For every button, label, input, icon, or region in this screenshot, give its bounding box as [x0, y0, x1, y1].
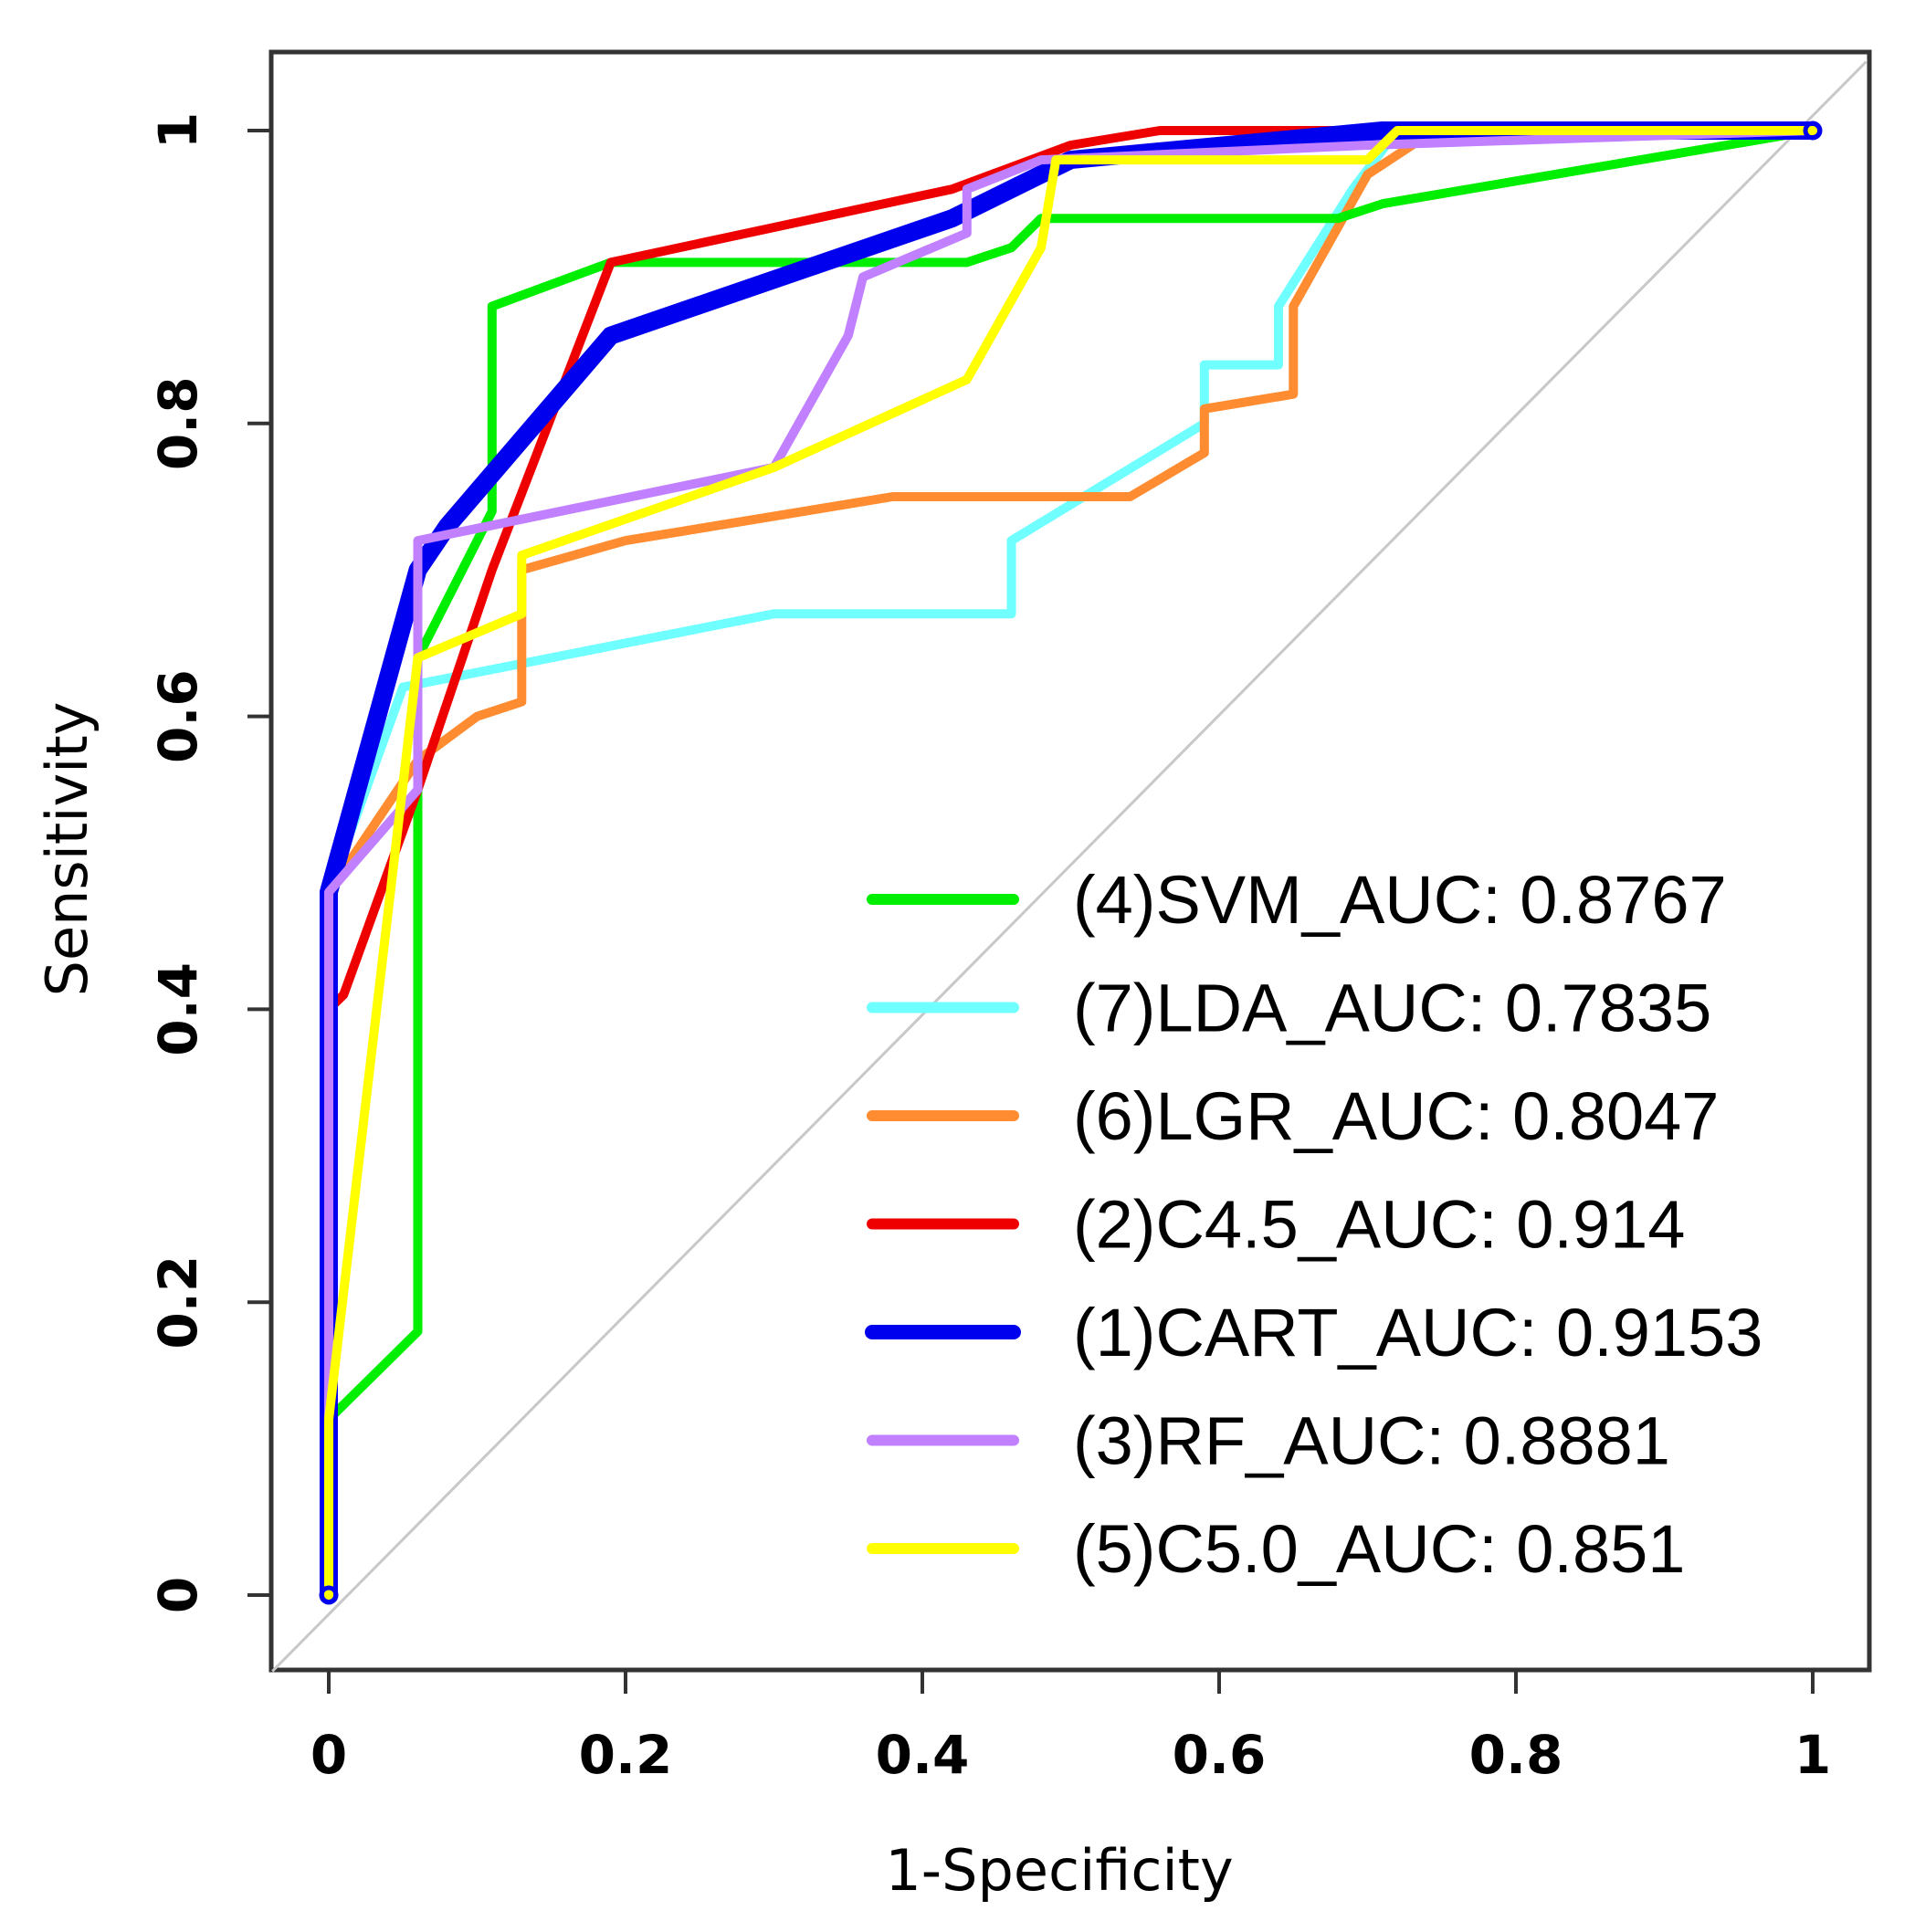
diagonal-reference-line	[271, 60, 1868, 1673]
x-tick-label: 0.8	[1469, 1724, 1563, 1786]
y-tick-label: 0.8	[147, 376, 209, 470]
legend-label-3: (2)C4.5_AUC: 0.914	[1073, 1187, 1685, 1263]
x-axis-title: 1-Specificity	[885, 1837, 1233, 1904]
x-tick-label: 0.2	[579, 1724, 673, 1786]
series-line-1	[324, 126, 1817, 1600]
series-line-4	[320, 121, 1822, 1604]
legend-label-6: (5)C5.0_AUC: 0.851	[1073, 1511, 1685, 1587]
x-tick-label: 0	[310, 1724, 347, 1786]
series-line-2	[324, 141, 1417, 1600]
y-tick-label: 0.6	[147, 669, 209, 763]
legend-label-2: (6)LGR_AUC: 0.8047	[1073, 1078, 1719, 1154]
legend-label-5: (3)RF_AUC: 0.8881	[1073, 1403, 1670, 1479]
end-point	[1803, 121, 1823, 141]
x-tick-label: 0.6	[1173, 1724, 1267, 1786]
y-tick-label: 0.2	[147, 1255, 209, 1349]
origin-point	[319, 1585, 339, 1605]
legend-label-0: (4)SVM_AUC: 0.8767	[1073, 862, 1727, 938]
y-tick-label: 1	[147, 112, 209, 149]
x-tick-label: 1	[1794, 1724, 1831, 1786]
y-tick-label: 0	[147, 1577, 209, 1613]
legend-label-1: (7)LDA_AUC: 0.7835	[1073, 971, 1711, 1046]
series-line-6	[324, 126, 1817, 1600]
y-axis-title: Sensitivity	[34, 702, 100, 997]
legend-label-4: (1)CART_AUC: 0.9153	[1073, 1295, 1762, 1370]
plot-frame	[268, 49, 1872, 1673]
x-tick-label: 0.4	[876, 1724, 970, 1786]
y-tick-label: 0.4	[147, 962, 209, 1056]
